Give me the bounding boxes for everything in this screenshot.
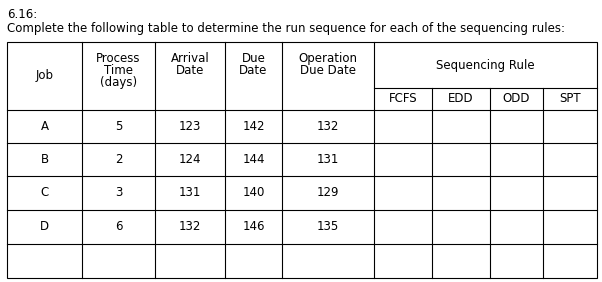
Text: FCFS: FCFS	[389, 92, 417, 105]
Text: Job: Job	[36, 69, 54, 83]
Text: Time: Time	[104, 64, 133, 77]
Text: 135: 135	[317, 221, 339, 233]
Text: Sequencing Rule: Sequencing Rule	[436, 58, 535, 72]
Text: B: B	[40, 153, 49, 166]
Text: Date: Date	[240, 64, 268, 77]
Text: 5: 5	[115, 120, 122, 133]
Text: 142: 142	[242, 120, 265, 133]
Text: 124: 124	[179, 153, 201, 166]
Text: D: D	[40, 221, 49, 233]
Text: 123: 123	[179, 120, 201, 133]
Text: 131: 131	[179, 186, 201, 199]
Text: C: C	[40, 186, 49, 199]
Text: Due: Due	[241, 52, 265, 65]
Text: 2: 2	[115, 153, 122, 166]
Bar	[7, 42, 597, 278]
Text: A: A	[40, 120, 49, 133]
Text: ODD: ODD	[503, 92, 530, 105]
Text: Operation: Operation	[299, 52, 358, 65]
Text: (days): (days)	[100, 76, 137, 89]
Text: Complete the following table to determine the run sequence for each of the seque: Complete the following table to determin…	[7, 22, 565, 35]
Text: Date: Date	[176, 64, 204, 77]
Text: 3: 3	[115, 186, 122, 199]
Text: EDD: EDD	[448, 92, 474, 105]
Text: Process: Process	[96, 52, 141, 65]
Text: 140: 140	[243, 186, 265, 199]
Text: 144: 144	[242, 153, 265, 166]
Text: 6.16:: 6.16:	[7, 8, 37, 21]
Text: 6: 6	[115, 221, 122, 233]
Text: 131: 131	[317, 153, 339, 166]
Text: 132: 132	[317, 120, 339, 133]
Text: 146: 146	[242, 221, 265, 233]
Text: 132: 132	[179, 221, 201, 233]
Text: SPT: SPT	[559, 92, 581, 105]
Text: Arrival: Arrival	[170, 52, 209, 65]
Text: Due Date: Due Date	[300, 64, 356, 77]
Text: 129: 129	[317, 186, 340, 199]
